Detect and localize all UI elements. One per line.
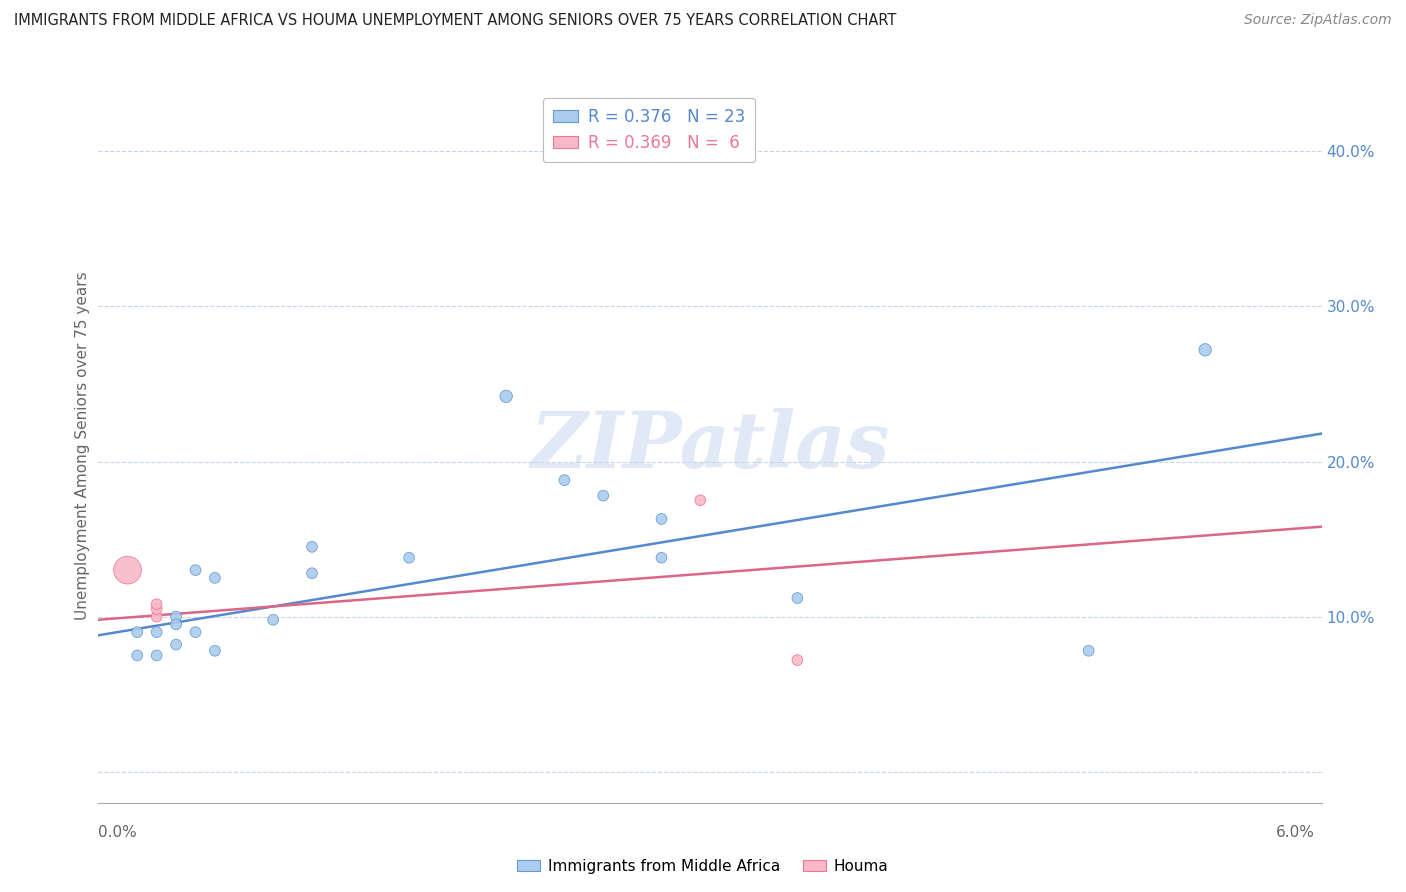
Point xyxy=(145,625,167,640)
Point xyxy=(127,625,149,640)
Point xyxy=(165,617,187,632)
Point xyxy=(127,648,149,663)
Point xyxy=(204,644,226,658)
Point xyxy=(165,638,187,652)
Point xyxy=(786,591,808,605)
Text: IMMIGRANTS FROM MIDDLE AFRICA VS HOUMA UNEMPLOYMENT AMONG SENIORS OVER 75 YEARS : IMMIGRANTS FROM MIDDLE AFRICA VS HOUMA U… xyxy=(14,13,897,29)
Point xyxy=(145,597,167,611)
Point xyxy=(689,493,711,508)
Text: ZIPatlas: ZIPatlas xyxy=(530,408,890,484)
Point xyxy=(165,609,187,624)
Point xyxy=(495,389,517,403)
Legend: Immigrants from Middle Africa, Houma: Immigrants from Middle Africa, Houma xyxy=(512,853,894,880)
Text: 6.0%: 6.0% xyxy=(1275,825,1315,840)
Text: 0.0%: 0.0% xyxy=(98,825,138,840)
Point xyxy=(301,566,323,581)
Point xyxy=(262,613,284,627)
Point xyxy=(145,602,167,616)
Point xyxy=(650,512,672,526)
Point xyxy=(301,540,323,554)
Y-axis label: Unemployment Among Seniors over 75 years: Unemployment Among Seniors over 75 years xyxy=(75,272,90,620)
Point xyxy=(204,571,226,585)
Point xyxy=(1077,644,1099,658)
Point xyxy=(786,653,808,667)
Point xyxy=(398,550,420,565)
Point xyxy=(592,489,614,503)
Point xyxy=(553,473,575,487)
Point xyxy=(184,563,207,577)
Point xyxy=(117,563,139,577)
Point xyxy=(650,550,672,565)
Legend: R = 0.376   N = 23, R = 0.369   N =  6: R = 0.376 N = 23, R = 0.369 N = 6 xyxy=(543,97,755,161)
Point xyxy=(1194,343,1216,357)
Point xyxy=(145,609,167,624)
Text: Source: ZipAtlas.com: Source: ZipAtlas.com xyxy=(1244,13,1392,28)
Point xyxy=(145,648,167,663)
Point xyxy=(184,625,207,640)
